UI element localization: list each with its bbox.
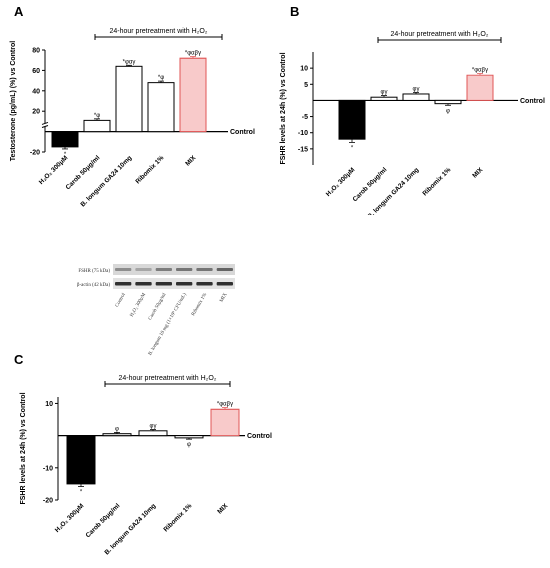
- control-label: Control: [520, 98, 545, 105]
- y-tick-label: 5: [304, 82, 308, 89]
- bar: [66, 435, 96, 485]
- bar: [147, 82, 175, 133]
- category-label: Ribomix 1%: [162, 502, 193, 533]
- y-tick-label: -15: [298, 146, 308, 153]
- significance-label: *: [64, 152, 67, 158]
- chart-b: -15 -10 -5 5 10 Control FSHR levels at 24h (%)…: [280, 31, 545, 215]
- blot-band-fshr: [115, 268, 132, 271]
- chart-a: -20 20 40 60 80 Control Testosterone (pg/mL) (…: [10, 28, 255, 208]
- significance-label: φ: [115, 426, 119, 432]
- blot-band-actin: [135, 282, 152, 286]
- bar: [138, 430, 168, 437]
- y-tick-label: -20: [30, 150, 40, 157]
- blot-band-actin: [155, 282, 172, 286]
- bar: [51, 131, 79, 148]
- bar: [402, 93, 430, 101]
- blot-membrane-actin: [113, 278, 235, 289]
- blot-lane-label: Control: [115, 292, 127, 308]
- y-tick-label: 20: [32, 109, 40, 116]
- y-tick-label: 10: [300, 66, 308, 73]
- bar: [174, 435, 204, 439]
- y-tick-label: 10: [45, 401, 53, 408]
- significance-label: *φαβγ: [217, 402, 233, 408]
- significance-label: *φαβγ: [185, 51, 201, 57]
- blot-lane-label: Carob 50μg/ml: [148, 292, 168, 321]
- y-tick-label: -10: [43, 465, 53, 472]
- significance-label: φγ: [413, 86, 420, 92]
- blot-band-fshr: [176, 268, 193, 271]
- bar: [115, 65, 143, 133]
- category-label: MIX: [216, 502, 230, 516]
- bar: [434, 99, 462, 105]
- bar: [338, 99, 366, 140]
- western-blot: FSHR (75 kDa) β-actin (42 kDa) Control H₂O₂…: [77, 264, 235, 357]
- blot-lane-label: H₂O₂ 300μM: [130, 292, 148, 318]
- category-label: MIX: [471, 166, 485, 180]
- control-label: Control: [247, 433, 272, 440]
- blot-band-actin: [176, 282, 193, 286]
- blot-row-label: β-actin (42 kDa): [77, 283, 110, 288]
- chart-c: -20 -10 10 Control FSHR levels at 24h (%) vs…: [20, 375, 272, 556]
- y-tick-label: 80: [32, 48, 40, 55]
- significance-label: *φαγ: [123, 59, 136, 65]
- bar: [179, 57, 207, 133]
- y-axis-title: FSHR levels at 24h (%) vs Control: [280, 52, 287, 164]
- significance-label: *: [351, 145, 354, 151]
- significance-label: φ: [187, 442, 191, 448]
- blot-band-fshr: [216, 268, 233, 271]
- blot-band-fshr: [196, 268, 213, 271]
- bar: [83, 119, 111, 133]
- panel-b-letter: B: [290, 4, 300, 19]
- blot-band-fshr: [135, 268, 152, 271]
- bar: [210, 408, 240, 437]
- blot-band-fshr: [155, 268, 172, 271]
- category-label: H₂O₂ 300μM: [54, 502, 86, 534]
- pretreatment-label: 24-hour pretreatment with H₂O₂: [118, 375, 216, 382]
- pretreatment-label: 24-hour pretreatment with H₂O₂: [390, 31, 488, 38]
- category-label: Ribomix 1%: [421, 166, 452, 197]
- panel-a-letter: A: [14, 4, 24, 19]
- axis-break-mark: [41, 125, 49, 128]
- significance-label: *: [80, 489, 83, 495]
- blot-row-label: FSHR (75 kDa): [78, 269, 110, 274]
- control-label: Control: [230, 129, 255, 136]
- bar: [466, 74, 494, 101]
- blot-lane-label: B. longum 10 mg (1×10⁹ CFU/mL): [147, 292, 188, 357]
- category-label: H₂O₂ 300μM: [38, 154, 70, 186]
- y-tick-label: -20: [43, 498, 53, 505]
- category-label: MIX: [184, 154, 198, 168]
- y-axis-title: FSHR levels at 24h (%) vs Control: [20, 392, 27, 504]
- blot-band-actin: [196, 282, 213, 286]
- y-axis-title: Testosterone (pg/mL) (%) vs Control: [10, 41, 17, 161]
- category-label: B. longum GA24 10mg: [366, 166, 420, 215]
- significance-label: φ: [446, 108, 450, 114]
- significance-label: *φ: [94, 113, 100, 119]
- significance-label: φγ: [381, 90, 388, 96]
- significance-label: *φ: [158, 75, 164, 81]
- y-tick-label: 40: [32, 88, 40, 95]
- category-label: H₂O₂ 300μM: [325, 166, 357, 198]
- blot-membrane-fshr: [113, 264, 235, 275]
- category-label: Ribomix 1%: [134, 154, 165, 185]
- blot-band-actin: [115, 282, 132, 286]
- blot-lane-label: MIX: [219, 292, 228, 303]
- bar: [102, 433, 132, 437]
- y-tick-label: -10: [298, 130, 308, 137]
- y-tick-label: 60: [32, 68, 40, 75]
- pretreatment-label: 24-hour pretreatment with H₂O₂: [109, 28, 207, 35]
- significance-label: φγ: [150, 424, 157, 430]
- blot-band-actin: [216, 282, 233, 286]
- blot-lane-label: Ribomix 1%: [191, 293, 208, 318]
- panel-c-letter: C: [14, 352, 24, 367]
- bar: [370, 96, 398, 101]
- significance-label: *φαβγ: [472, 68, 488, 74]
- axis-break-mark: [41, 121, 49, 125]
- category-label: Carob 50μg/ml: [85, 502, 122, 539]
- y-tick-label: -5: [302, 114, 308, 121]
